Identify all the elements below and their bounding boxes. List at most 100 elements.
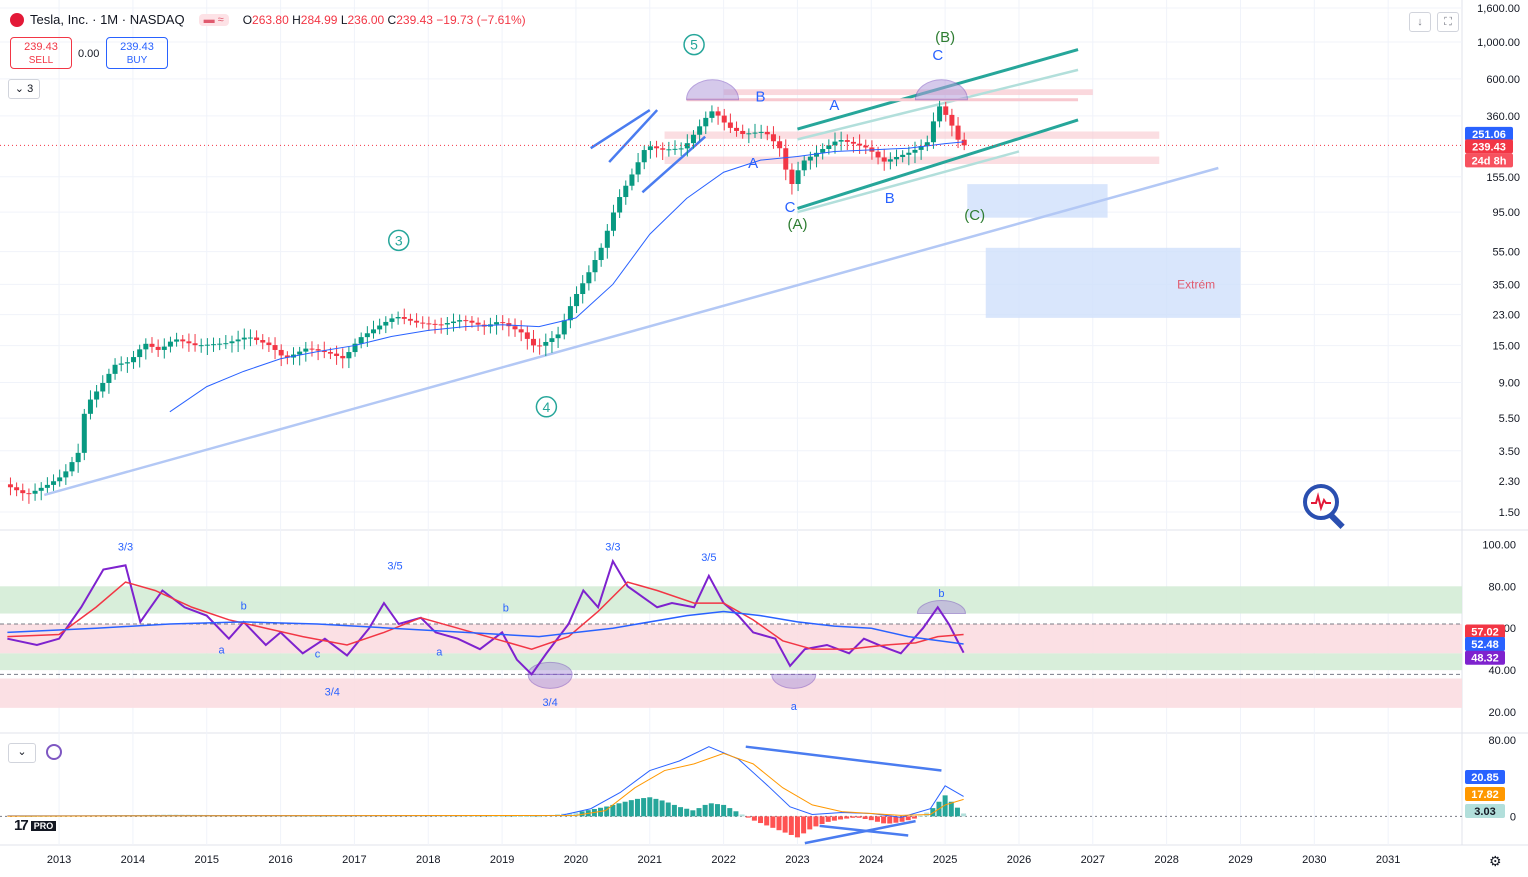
macd-signal-tag-text: 17.82 (1471, 789, 1499, 801)
extreme-zone-label: Extrém (1177, 278, 1215, 292)
support-zone (664, 156, 1160, 164)
candle (684, 143, 690, 149)
candle (678, 148, 684, 150)
macd-histogram-bar (874, 816, 880, 822)
candle (131, 357, 137, 363)
candle (900, 154, 906, 158)
candle (752, 132, 758, 134)
expand-icon: ⛶ (1444, 16, 1452, 28)
macd-histogram-bar (481, 815, 487, 817)
candle (211, 344, 217, 346)
rsi-value-tag-bg (1465, 650, 1505, 665)
wave5-channel-lower (641, 135, 706, 194)
rsi-signal-tag-text: 52.48 (1471, 639, 1499, 651)
macd-histogram-bar (505, 815, 511, 817)
download-button[interactable]: ↓ (1409, 12, 1431, 32)
x-tick-label: 2027 (1081, 854, 1105, 866)
candle (826, 145, 832, 149)
macd-histogram-bar (758, 816, 764, 824)
candle (358, 337, 364, 344)
candle (87, 399, 93, 414)
macd-histogram-bar (530, 816, 536, 818)
macd-signal-tag-bg (1465, 787, 1505, 801)
candle (629, 174, 635, 186)
macd-histogram-bar (622, 801, 628, 817)
candle (801, 160, 807, 171)
buy-button[interactable]: 239.43 BUY (106, 37, 168, 69)
macd-histogram-bar (868, 816, 874, 821)
price-tick-label: 55.00 (1492, 247, 1520, 259)
candle (635, 162, 641, 175)
fullscreen-button[interactable]: ⛶ (1437, 12, 1459, 32)
wave-label: C (785, 199, 796, 216)
x-tick-label: 2024 (859, 854, 883, 866)
candle (420, 322, 426, 324)
rsi-signal-tag: 52.48 (1465, 636, 1505, 651)
rsi-annotation: b (938, 588, 944, 600)
last-price-tag: 239.43 (1465, 139, 1513, 154)
refresh-icon[interactable] (46, 744, 62, 760)
macd-histogram-bar (739, 814, 745, 817)
settings-gear-icon[interactable]: ⚙ (1489, 853, 1502, 869)
x-tick-label: 2016 (268, 854, 292, 866)
candle (740, 130, 746, 135)
symbol-title[interactable]: Tesla, Inc. · 1M · NASDAQ (30, 12, 185, 27)
macd-collapse-button[interactable]: ⌄ (8, 743, 36, 763)
rsi-tick-label: 80.00 (1488, 581, 1516, 593)
candle (777, 141, 783, 149)
candle (7, 484, 13, 488)
x-tick-label: 2028 (1154, 854, 1178, 866)
candle (875, 151, 881, 158)
indicators-toggle[interactable]: ⌄ 3 (8, 79, 40, 99)
candle (444, 323, 450, 325)
rsi-annotation: c (315, 649, 321, 661)
candle (260, 340, 266, 343)
macd-histogram-bar (794, 816, 800, 838)
macd-histogram-bar (579, 811, 585, 817)
candle (401, 317, 407, 319)
macd-histogram-bar (838, 816, 844, 820)
indicator-badge[interactable]: ▬ ≈ (198, 13, 229, 26)
wave-label: B (756, 88, 766, 105)
macd-histogram-bar (770, 816, 776, 828)
candle (844, 140, 850, 142)
macd-histogram-bar (665, 802, 671, 817)
candle (100, 382, 106, 392)
x-tick-label: 2017 (342, 854, 366, 866)
rsi-line (7, 558, 965, 676)
macd-histogram-bar (905, 816, 911, 821)
macd-histogram-bar (745, 816, 751, 818)
countdown-tag-text: 24d 8h (1472, 155, 1507, 167)
rsi-annotation: a (218, 644, 225, 656)
macd-histogram-bar (727, 808, 733, 817)
candle (832, 141, 838, 146)
candle (457, 320, 463, 322)
candle (143, 343, 149, 350)
candle (463, 320, 469, 322)
macd-tick-label: 80.00 (1488, 735, 1516, 747)
macd-histogram-bar (641, 798, 647, 817)
rsi-signal-line (7, 610, 964, 645)
rsi-annotation: 3/4 (325, 686, 340, 698)
macd-histogram-bar (807, 816, 813, 830)
wave-label-circle (683, 33, 705, 56)
macd-histogram-bar (647, 797, 653, 817)
macd-histogram-bar (524, 815, 530, 817)
candle (186, 341, 192, 344)
candle (161, 346, 167, 350)
macd-histogram-bar (696, 808, 702, 817)
candle (715, 111, 721, 116)
macd-histogram-bar (684, 808, 690, 817)
rsi-annotation: 3/5 (701, 552, 716, 564)
spread-value: 0.00 (78, 48, 100, 60)
sell-button[interactable]: 239.43 SELL (10, 37, 72, 69)
price-tick-label: 95.00 (1492, 207, 1520, 219)
candle (666, 149, 672, 151)
resistance-zone (664, 131, 1160, 139)
candle (118, 363, 124, 365)
candle (764, 131, 770, 135)
channel-lower-inner-line (797, 150, 1020, 214)
candle (574, 294, 580, 307)
x-tick-label: 2014 (121, 854, 145, 866)
